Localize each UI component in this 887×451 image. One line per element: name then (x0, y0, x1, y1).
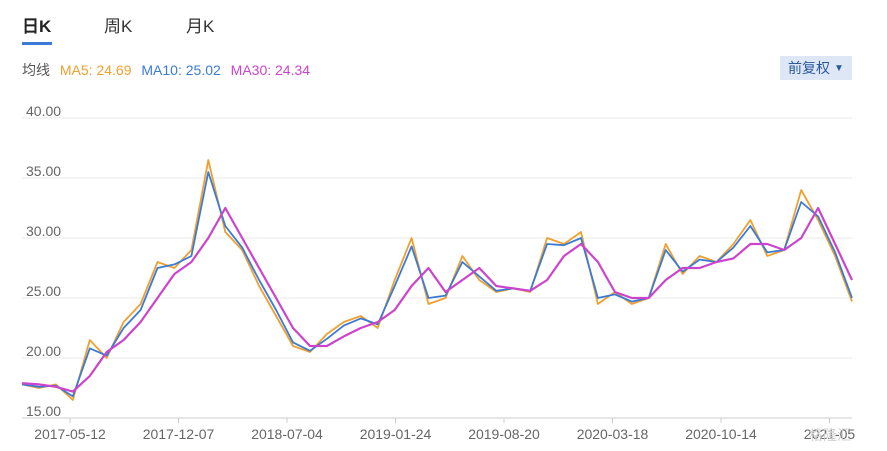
legend-ma10: MA10: 25.02 (141, 62, 221, 78)
x-tick-label: 2021-05 (804, 426, 856, 442)
x-tick-label: 2017-05-12 (34, 426, 106, 442)
x-tick-label: 2019-01-24 (360, 426, 432, 442)
ma-lines (21, 159, 853, 401)
y-tick-label: 35.00 (26, 163, 61, 179)
x-tick-label: 2018-07-04 (251, 426, 323, 442)
tab-monthly-k[interactable]: 月K (186, 17, 215, 36)
active-tab-underline (22, 42, 52, 45)
legend-ma5: MA5: 24.69 (59, 62, 132, 78)
x-tick-label: 2019-08-20 (468, 426, 540, 442)
y-tick-label: 15.00 (26, 403, 61, 419)
legend-ma30: MA30: 24.34 (230, 62, 311, 78)
legend-prefix: 均线 (22, 62, 50, 78)
chart-grid (22, 117, 852, 419)
kline-tabs: 日K 周K 月K (0, 0, 887, 50)
adjustment-dropdown[interactable]: 前复权 ▼ (780, 56, 852, 80)
x-axis: 2017-05-12 2017-12-07 2018-07-04 2019-01-24… (22, 417, 856, 442)
y-axis-labels: 40.00 35.00 30.00 25.00 20.00 15.00 (26, 103, 61, 419)
y-tick-label: 25.00 (26, 283, 61, 299)
ma-legend: 均线 MA5: 24.69 MA10: 25.02 MA30: 24.34 (22, 60, 316, 80)
tab-daily-k[interactable]: 日K (22, 17, 52, 36)
y-tick-label: 40.00 (26, 103, 61, 119)
caret-down-icon: ▼ (834, 62, 844, 74)
ma-series-line-2 (21, 206, 853, 393)
x-tick-label: 2020-10-14 (685, 426, 757, 442)
y-tick-label: 30.00 (26, 223, 61, 239)
ma-series-line-1 (21, 171, 853, 398)
adjustment-label: 前复权 (788, 60, 831, 76)
x-tick-label: 2017-12-07 (143, 426, 215, 442)
watermark-text: 格隆汇 (809, 427, 851, 443)
x-tick-label: 2020-03-18 (577, 426, 649, 442)
tab-weekly-k[interactable]: 周K (104, 17, 133, 36)
y-tick-label: 20.00 (26, 343, 61, 359)
